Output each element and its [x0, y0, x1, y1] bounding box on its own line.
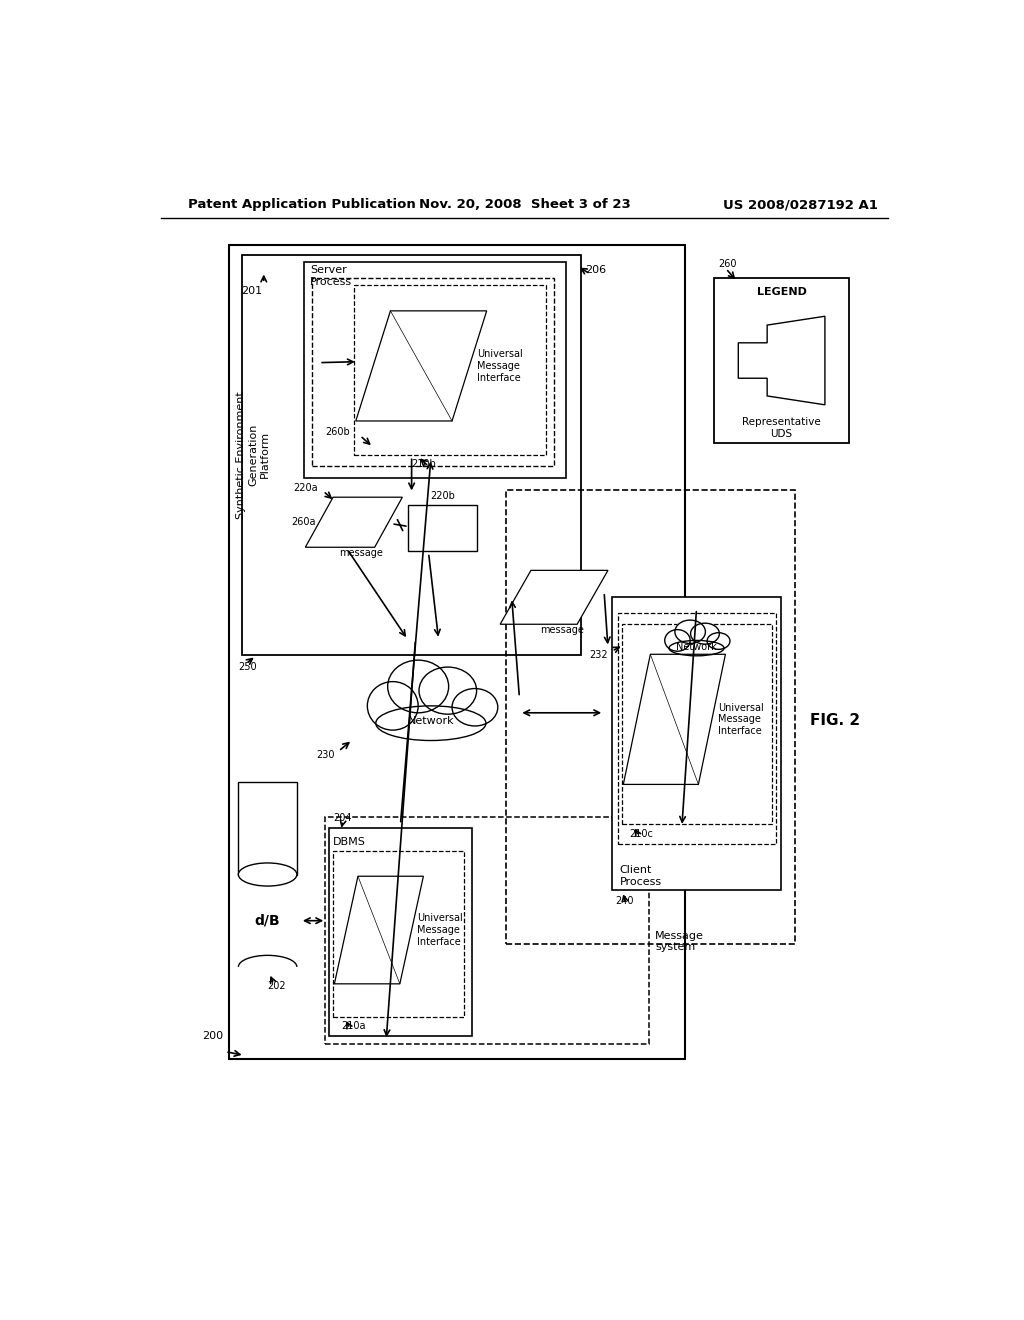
- Polygon shape: [305, 498, 402, 548]
- Bar: [617, 612, 776, 843]
- Text: 206: 206: [585, 265, 606, 275]
- Text: 260b: 260b: [326, 426, 350, 437]
- Text: Network: Network: [408, 715, 455, 726]
- Bar: [506, 490, 795, 944]
- Text: 260: 260: [718, 259, 736, 269]
- Bar: [408, 506, 477, 552]
- Bar: [304, 263, 565, 478]
- Text: Synthetic Environment
Generation
Platform: Synthetic Environment Generation Platfor…: [237, 391, 269, 519]
- Bar: [311, 277, 554, 466]
- Text: Nov. 20, 2008  Sheet 3 of 23: Nov. 20, 2008 Sheet 3 of 23: [419, 198, 631, 211]
- Text: 204: 204: [333, 813, 351, 822]
- Text: 260a: 260a: [291, 517, 315, 527]
- Ellipse shape: [452, 689, 498, 726]
- Ellipse shape: [419, 667, 476, 714]
- Text: 200: 200: [202, 1031, 223, 1041]
- Text: Universal
Message
Interface: Universal Message Interface: [417, 913, 463, 946]
- Text: FIG. 2: FIG. 2: [810, 713, 860, 729]
- Text: 202: 202: [267, 981, 287, 991]
- Text: Network: Network: [676, 643, 717, 652]
- Ellipse shape: [665, 630, 690, 651]
- Ellipse shape: [388, 660, 449, 713]
- Text: 250: 250: [239, 663, 257, 672]
- Polygon shape: [355, 312, 486, 421]
- Bar: [611, 597, 781, 890]
- Text: 220b: 220b: [430, 491, 455, 500]
- Text: 230: 230: [316, 750, 335, 760]
- Text: message: message: [540, 626, 584, 635]
- Text: 240: 240: [615, 896, 634, 907]
- Text: Client
Process: Client Process: [620, 865, 662, 887]
- Polygon shape: [738, 317, 825, 405]
- Bar: [326, 817, 649, 1044]
- Ellipse shape: [368, 681, 418, 730]
- Ellipse shape: [708, 632, 730, 649]
- Text: Universal
Message
Interface: Universal Message Interface: [477, 350, 523, 383]
- Text: US 2008/0287192 A1: US 2008/0287192 A1: [723, 198, 878, 211]
- Bar: [229, 244, 685, 1059]
- Text: Patent Application Publication: Patent Application Publication: [188, 198, 416, 211]
- Text: Message
system: Message system: [655, 931, 703, 953]
- Ellipse shape: [690, 623, 720, 644]
- Ellipse shape: [239, 863, 297, 886]
- Bar: [622, 624, 772, 825]
- Text: 210a: 210a: [341, 1022, 366, 1031]
- Text: LEGEND: LEGEND: [757, 286, 807, 297]
- Text: Server
Process: Server Process: [310, 265, 352, 286]
- Bar: [714, 277, 849, 444]
- Bar: [239, 781, 297, 875]
- Ellipse shape: [675, 620, 706, 644]
- Polygon shape: [335, 876, 423, 983]
- Ellipse shape: [669, 640, 724, 656]
- Bar: [243, 255, 581, 655]
- Text: 201: 201: [241, 286, 262, 296]
- Text: 232: 232: [590, 649, 608, 660]
- Ellipse shape: [376, 706, 486, 741]
- Text: d/B: d/B: [255, 913, 281, 928]
- Polygon shape: [624, 655, 725, 784]
- Polygon shape: [500, 570, 608, 624]
- Text: Representative
UDS: Representative UDS: [742, 417, 821, 438]
- Bar: [354, 285, 547, 455]
- Bar: [330, 829, 472, 1036]
- Text: 220a: 220a: [293, 483, 317, 492]
- Text: DBMS: DBMS: [333, 837, 366, 847]
- Text: Universal
Message
Interface: Universal Message Interface: [718, 702, 764, 737]
- Bar: [333, 851, 464, 1016]
- Text: 210c: 210c: [630, 829, 653, 838]
- Text: message: message: [340, 548, 384, 558]
- Text: 210b: 210b: [412, 459, 436, 469]
